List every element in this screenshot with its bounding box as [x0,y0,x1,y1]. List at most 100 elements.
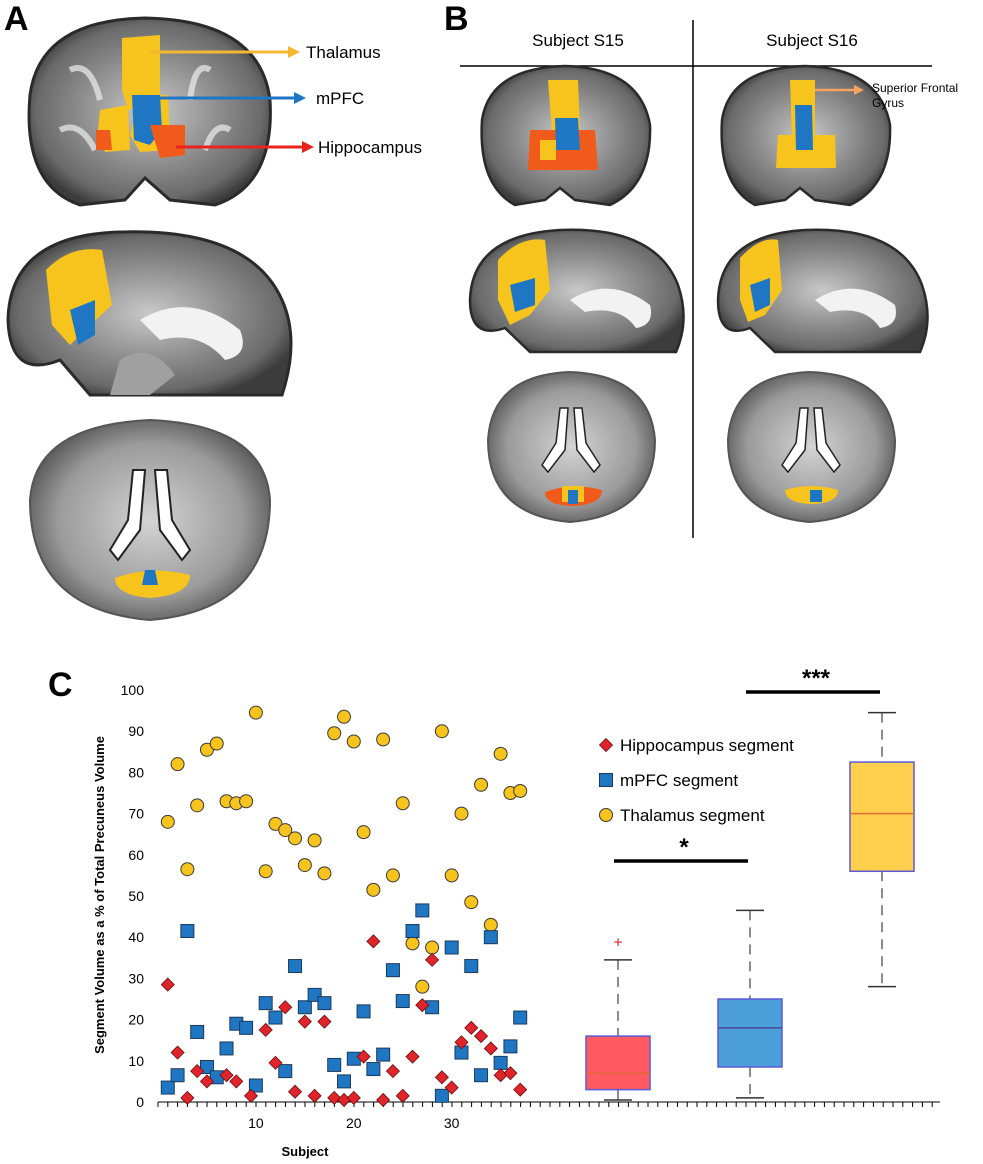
s16-sagittal-slice [716,228,929,354]
mpfc-point [395,994,410,1009]
y-axis-label: Segment Volume as a % of Total Precuneus… [92,736,107,1054]
panel-letter-b: B [444,0,469,38]
mpfc-point [258,996,273,1011]
mpfc-point [434,1088,449,1103]
thalamus-point [180,862,195,877]
thalamus-point [405,936,420,951]
hippocampus-point [229,1074,244,1089]
mpfc-point [337,1074,351,1089]
hippocampus-point [297,1014,312,1029]
thalamus-point [209,736,224,751]
thalamus-point [434,724,449,739]
y-tick-label: 70 [128,806,144,822]
hippocampus-point [434,1070,449,1085]
hippocampus-point [287,1084,303,1099]
mpfc-point [356,1004,371,1019]
mpfc-point [444,940,459,955]
hippocampus-point [454,1035,469,1050]
thalamus-point [356,825,371,840]
hippocampus-point [258,1022,273,1037]
significance-label: * [679,834,689,861]
y-tick-label: 60 [128,847,144,863]
hippocampus-point [483,1041,498,1056]
mpfc-point [483,930,498,945]
mpfc-point [405,924,420,939]
box-body [849,761,915,873]
x-tick-label: 10 [248,1115,264,1131]
hippocampus-point [405,1049,420,1064]
y-tick-label: 90 [128,723,144,739]
mpfc-point [346,1051,361,1066]
mpfc-point [317,996,332,1011]
thalamus-point [395,796,410,811]
hippocampus-point [327,1090,342,1105]
s15-coronal-slice [480,64,652,207]
y-tick-label: 40 [128,929,144,945]
mpfc-point [297,1000,312,1015]
hippocampus-point [268,1055,283,1070]
legend-mpfc-marker [599,773,613,787]
thalamus-point [337,709,351,724]
y-tick-label: 100 [121,682,145,698]
y-tick-label: 20 [128,1012,144,1028]
mpfc-point [474,1068,489,1083]
thalamus-point [493,746,508,761]
legend-label: Hippocampus segment [620,736,794,755]
box-outlier: + [613,934,622,951]
mpfc-point [415,903,430,918]
thalamus-point [444,868,459,883]
mpfc-point [268,1010,283,1025]
hippocampus-point [336,1092,352,1108]
legend-label: mPFC segment [620,771,738,790]
hippocampus-point [444,1080,459,1095]
legend-label: Thalamus segment [620,806,765,825]
thalamus-point [278,823,293,838]
mpfc-point [239,1020,254,1035]
mpfc-point [366,1062,381,1077]
mpfc-point [190,1024,205,1039]
hippocampus-point [180,1090,195,1105]
mpfc-point [425,1000,440,1015]
panel-letter-c: C [48,666,73,704]
thalamus-point [317,866,332,881]
x-axis-label: Subject [282,1144,330,1159]
col-header-s16: Subject S16 [766,31,858,50]
thalamus-point [464,895,479,910]
panel-a: Thalamus mPFC Hippocampus [6,16,422,622]
mpfc-point [180,924,195,939]
hippocampus-point [513,1082,528,1097]
mpfc-point [503,1039,518,1054]
hippocampus-point [493,1068,508,1083]
box-body [717,998,783,1068]
thalamus-point [288,831,303,846]
hippocampus-point [503,1066,518,1081]
mpfc-point [219,1041,234,1056]
thalamus-point [170,757,185,772]
y-tick-label: 80 [128,764,144,780]
mpfc-point [278,1064,293,1079]
thalamus-point [513,783,528,798]
thalamus-point [307,833,322,848]
mpfc-point [248,1078,263,1093]
y-tick-label: 10 [128,1053,144,1069]
box-body [585,1035,651,1091]
hippocampus-point [219,1068,234,1083]
col-header-s15: Subject S15 [532,31,624,50]
x-tick-label: 30 [444,1115,460,1131]
legend-thalamus-marker [599,808,613,822]
mpfc-point [376,1047,391,1062]
hippocampus-point [278,1000,293,1015]
thalamus-point [327,726,342,741]
thalamus-point [258,864,273,879]
mpfc-point [493,1055,508,1070]
panel-letter-a: A [4,0,29,38]
hippocampus-point [376,1092,391,1108]
hippocampus-point [366,934,381,949]
thalamus-point [415,979,430,994]
mpfc-point [170,1068,185,1083]
thalamus-point [385,868,400,883]
hippocampus-point [395,1088,410,1103]
thalamus-point [425,940,440,955]
